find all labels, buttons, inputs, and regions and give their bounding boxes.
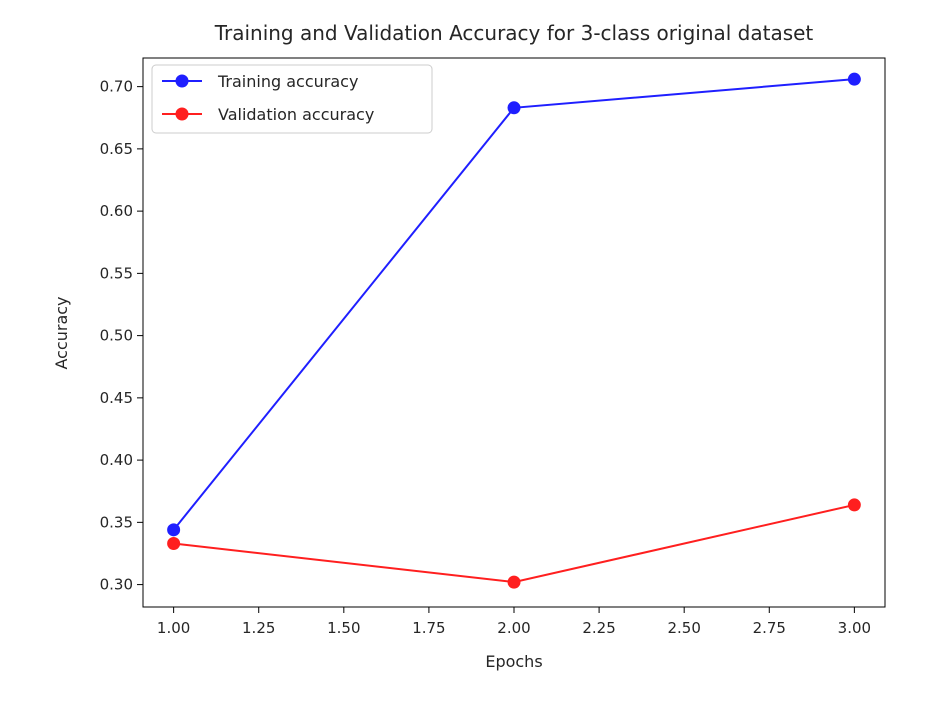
y-tick-label: 0.45 [100,389,133,407]
x-tick-label: 1.00 [157,619,190,637]
data-point-series-0 [847,72,861,86]
data-point-series-1 [847,498,861,512]
legend-box [151,64,433,134]
y-tick-label: 0.40 [100,451,133,469]
x-tick-label: 1.75 [412,619,445,637]
y-tick-label: 0.65 [100,140,133,158]
series-line-0 [172,78,855,531]
x-tick-label: 2.00 [497,619,530,637]
data-point-series-0 [167,523,181,537]
y-tick-label: 0.30 [100,576,133,594]
plot-frame [142,57,886,608]
plot-area: 1.00 1.25 1.50 1.75 2.00 2.25 2.50 2.75 3.00 0.30… [100,57,886,637]
x-tick-label: 1.50 [327,619,360,637]
legend-label-1: Validation accuracy [218,105,374,124]
series-line-1 [173,503,855,584]
legend-marker-1 [175,107,189,121]
y-tick-label: 0.50 [100,327,133,345]
x-tick-label: 1.25 [242,619,275,637]
data-point-series-1 [167,537,181,551]
y-tick-label: 0.60 [100,202,133,220]
y-tick-label: 0.35 [100,513,133,531]
y-tick-label: 0.70 [100,78,133,96]
x-tick-label: 2.75 [753,619,786,637]
y-tick-label: 0.55 [100,264,133,282]
y-axis-label: Accuracy [52,296,71,369]
x-tick-label: 2.25 [582,619,615,637]
x-tick-label: 2.50 [667,619,700,637]
legend: Training accuracy Validation accuracy [151,64,433,134]
data-point-series-0 [507,101,521,115]
chart-title: Training and Validation Accuracy for 3-c… [214,21,814,45]
x-tick-label: 3.00 [838,619,871,637]
legend-label-0: Training accuracy [217,72,358,91]
legend-marker-0 [175,74,189,88]
x-axis-label: Epochs [485,652,542,671]
data-point-series-1 [507,575,521,589]
